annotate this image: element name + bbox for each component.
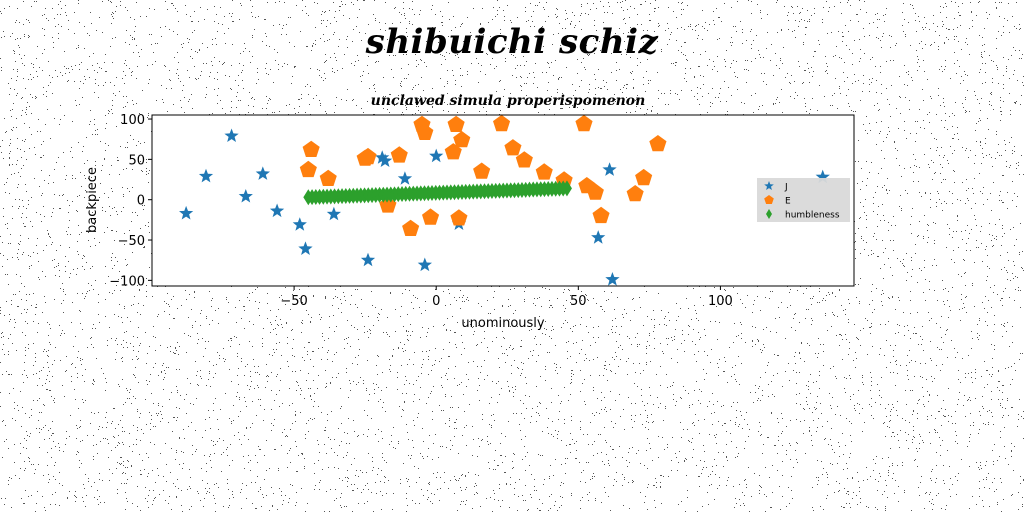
point-E-24: [592, 206, 610, 224]
point-E-19: [535, 163, 553, 180]
point-E-2: [319, 169, 337, 186]
x-axis-ticks: −50 0 50 100: [280, 286, 733, 309]
point-E-9: [416, 123, 434, 140]
point-E-12: [447, 115, 465, 132]
point-E-15: [473, 162, 491, 179]
point-J-8: [326, 206, 341, 221]
point-J-12: [397, 171, 413, 185]
y-tick-label: 50: [128, 153, 145, 168]
point-E-10: [422, 208, 440, 225]
legend-label-J: J: [784, 183, 788, 193]
axes-frame: [151, 114, 855, 287]
y-tick-label: −100: [109, 274, 145, 289]
point-J-1: [198, 168, 214, 183]
y-axis-ticks: −100 −50 0 50 100: [109, 113, 152, 289]
plot-area: [152, 115, 854, 286]
x-tick-label: 0: [432, 294, 440, 309]
point-J-19: [815, 169, 830, 184]
point-J-7: [298, 241, 313, 255]
legend-marker-E: [764, 195, 774, 204]
point-J-11: [377, 153, 393, 167]
point-J-14: [429, 148, 444, 163]
y-tick-label: −50: [118, 234, 145, 249]
point-J-17: [602, 162, 617, 176]
chart-title: unclawed simula properispomenon: [371, 93, 646, 109]
point-E-26: [635, 168, 653, 186]
point-E-4: [359, 147, 377, 165]
point-J-5: [269, 203, 285, 218]
point-J-4: [255, 166, 270, 180]
point-E-6: [390, 146, 408, 163]
point-E-7: [402, 219, 420, 236]
point-J-9: [360, 252, 376, 267]
x-axis-label: unominously: [461, 316, 545, 331]
legend-label-humbleness: humbleness: [785, 211, 840, 221]
point-E-13: [450, 209, 468, 226]
point-E-17: [504, 139, 522, 156]
legend-marker-J: [764, 181, 774, 190]
point-E-16: [493, 114, 511, 132]
series-humbleness: [303, 180, 572, 206]
point-J-6: [292, 217, 307, 231]
series-E: [299, 114, 667, 236]
point-E-21: [575, 114, 593, 132]
point-E-1: [299, 160, 317, 178]
point-E-23: [586, 183, 604, 200]
point-E-14: [453, 131, 471, 148]
point-J-18: [605, 272, 620, 286]
y-tick-label: 100: [120, 113, 145, 128]
x-tick-label: −50: [280, 294, 307, 309]
point-J-0: [179, 205, 194, 220]
point-J-10: [375, 150, 390, 164]
figure-suptitle: shibuichi schiz: [365, 22, 659, 62]
point-J-13: [417, 257, 432, 272]
point-J-2: [224, 128, 239, 142]
point-E-25: [626, 185, 644, 202]
point-E-18: [515, 151, 533, 168]
point-E-0: [302, 140, 320, 157]
point-E-27: [649, 135, 667, 152]
point-humbleness-69: [561, 180, 572, 197]
legend-label-E: E: [785, 197, 791, 207]
y-axis-label: backpiece: [85, 167, 100, 233]
point-J-16: [591, 230, 606, 244]
x-tick-label: 50: [570, 294, 587, 309]
x-tick-label: 100: [708, 294, 733, 309]
point-J-3: [238, 189, 253, 203]
data-marks: [179, 114, 830, 286]
y-tick-label: 0: [137, 194, 145, 209]
legend-marker-humbleness: [766, 209, 772, 219]
